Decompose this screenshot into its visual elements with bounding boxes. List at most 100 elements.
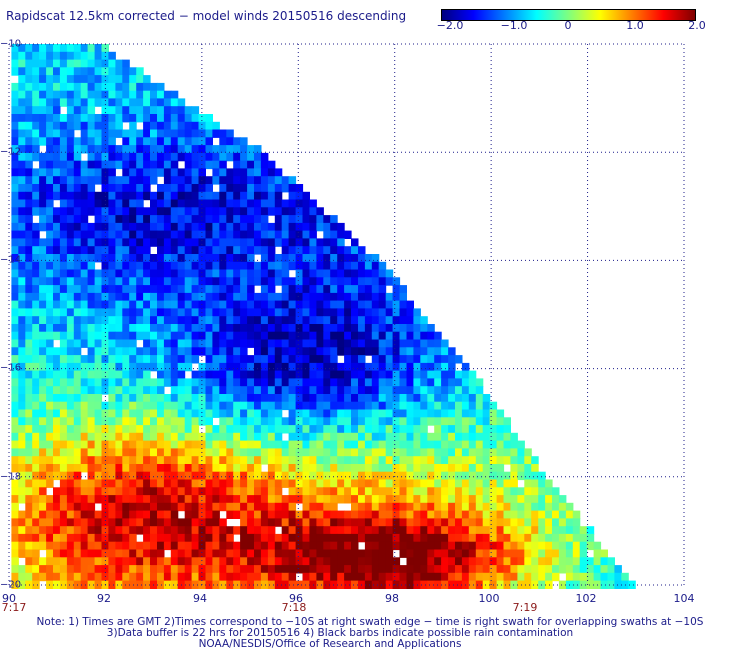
data-cell [254, 526, 262, 535]
data-cell [212, 549, 220, 558]
data-cell [371, 456, 380, 465]
data-cell [351, 541, 359, 551]
data-cell [163, 518, 172, 527]
data-cell [205, 269, 213, 278]
data-cell [323, 409, 331, 418]
data-cell [170, 184, 179, 193]
data-cell [163, 238, 172, 247]
data-cell [295, 292, 304, 302]
data-cell [274, 572, 283, 582]
data-cell [385, 409, 394, 418]
data-cell [108, 425, 116, 434]
data-cell [53, 191, 61, 201]
data-cell [427, 557, 435, 566]
data-cell [337, 487, 345, 496]
data-cell [46, 394, 54, 403]
data-cell [163, 456, 172, 465]
data-cell [219, 378, 227, 387]
data-cell [351, 378, 359, 387]
data-cell [46, 285, 54, 294]
data-cell [136, 324, 144, 333]
data-cell [32, 152, 40, 162]
data-cell [205, 254, 213, 263]
data-cell [115, 145, 123, 154]
data-cell [87, 456, 96, 465]
data-cell [254, 339, 262, 348]
data-cell [177, 394, 186, 403]
data-cell [399, 440, 407, 449]
data-cell [94, 487, 103, 496]
data-cell [219, 394, 227, 403]
data-cell [364, 580, 373, 589]
data-cell [475, 572, 484, 582]
data-cell [226, 176, 234, 185]
data-cell [163, 98, 172, 107]
data-cell [399, 347, 407, 356]
data-cell [441, 448, 449, 457]
data-cell [184, 417, 193, 426]
data-cell [150, 199, 158, 208]
data-cell [337, 362, 345, 372]
data-cell [455, 394, 463, 403]
data-cell [32, 51, 40, 61]
data-cell [150, 90, 158, 100]
data-cell [274, 464, 283, 473]
data-cell [136, 75, 144, 84]
data-cell [358, 409, 366, 418]
data-cell [53, 417, 61, 426]
data-cell [46, 199, 54, 208]
data-cell [240, 316, 248, 325]
data-cell [101, 238, 109, 247]
data-cell [399, 549, 407, 558]
data-cell [247, 409, 255, 418]
data-cell [295, 261, 304, 271]
data-cell [240, 246, 248, 255]
data-cell [163, 401, 172, 411]
data-cell [184, 168, 193, 177]
data-cell [143, 277, 151, 286]
data-cell [351, 510, 359, 519]
data-cell [66, 440, 75, 449]
data-cell [260, 432, 269, 442]
data-cell [288, 191, 297, 201]
data-cell [482, 502, 491, 512]
data-cell [32, 533, 40, 543]
data-cell [330, 285, 338, 294]
data-cell [316, 246, 324, 255]
data-cell [455, 557, 463, 566]
data-cell [163, 495, 172, 504]
data-cell [136, 541, 144, 551]
data-cell [240, 222, 248, 232]
data-cell [413, 440, 421, 449]
data-cell [212, 386, 220, 395]
data-cell [122, 339, 130, 348]
data-cell [11, 331, 19, 341]
data-cell [205, 261, 213, 271]
data-cell [233, 184, 241, 193]
data-cell [101, 285, 109, 294]
data-cell [184, 160, 193, 170]
data-cell [434, 432, 442, 442]
data-cell [461, 394, 470, 403]
data-cell [184, 409, 193, 418]
data-cell [254, 549, 262, 558]
data-cell [441, 417, 449, 426]
data-cell [198, 261, 206, 271]
data-cell [94, 417, 103, 426]
data-cell [309, 347, 317, 356]
data-cell [157, 316, 165, 325]
data-cell [122, 347, 130, 356]
data-cell [385, 533, 394, 543]
data-cell [115, 440, 123, 449]
data-cell [205, 487, 213, 496]
data-cell [46, 417, 54, 426]
data-cell [281, 518, 290, 527]
data-cell [184, 230, 193, 239]
data-cell [358, 300, 366, 309]
data-cell [219, 137, 227, 146]
data-cell [32, 277, 40, 286]
data-cell [205, 222, 213, 232]
data-cell [59, 502, 68, 512]
data-cell [94, 121, 103, 131]
data-cell [323, 300, 331, 309]
